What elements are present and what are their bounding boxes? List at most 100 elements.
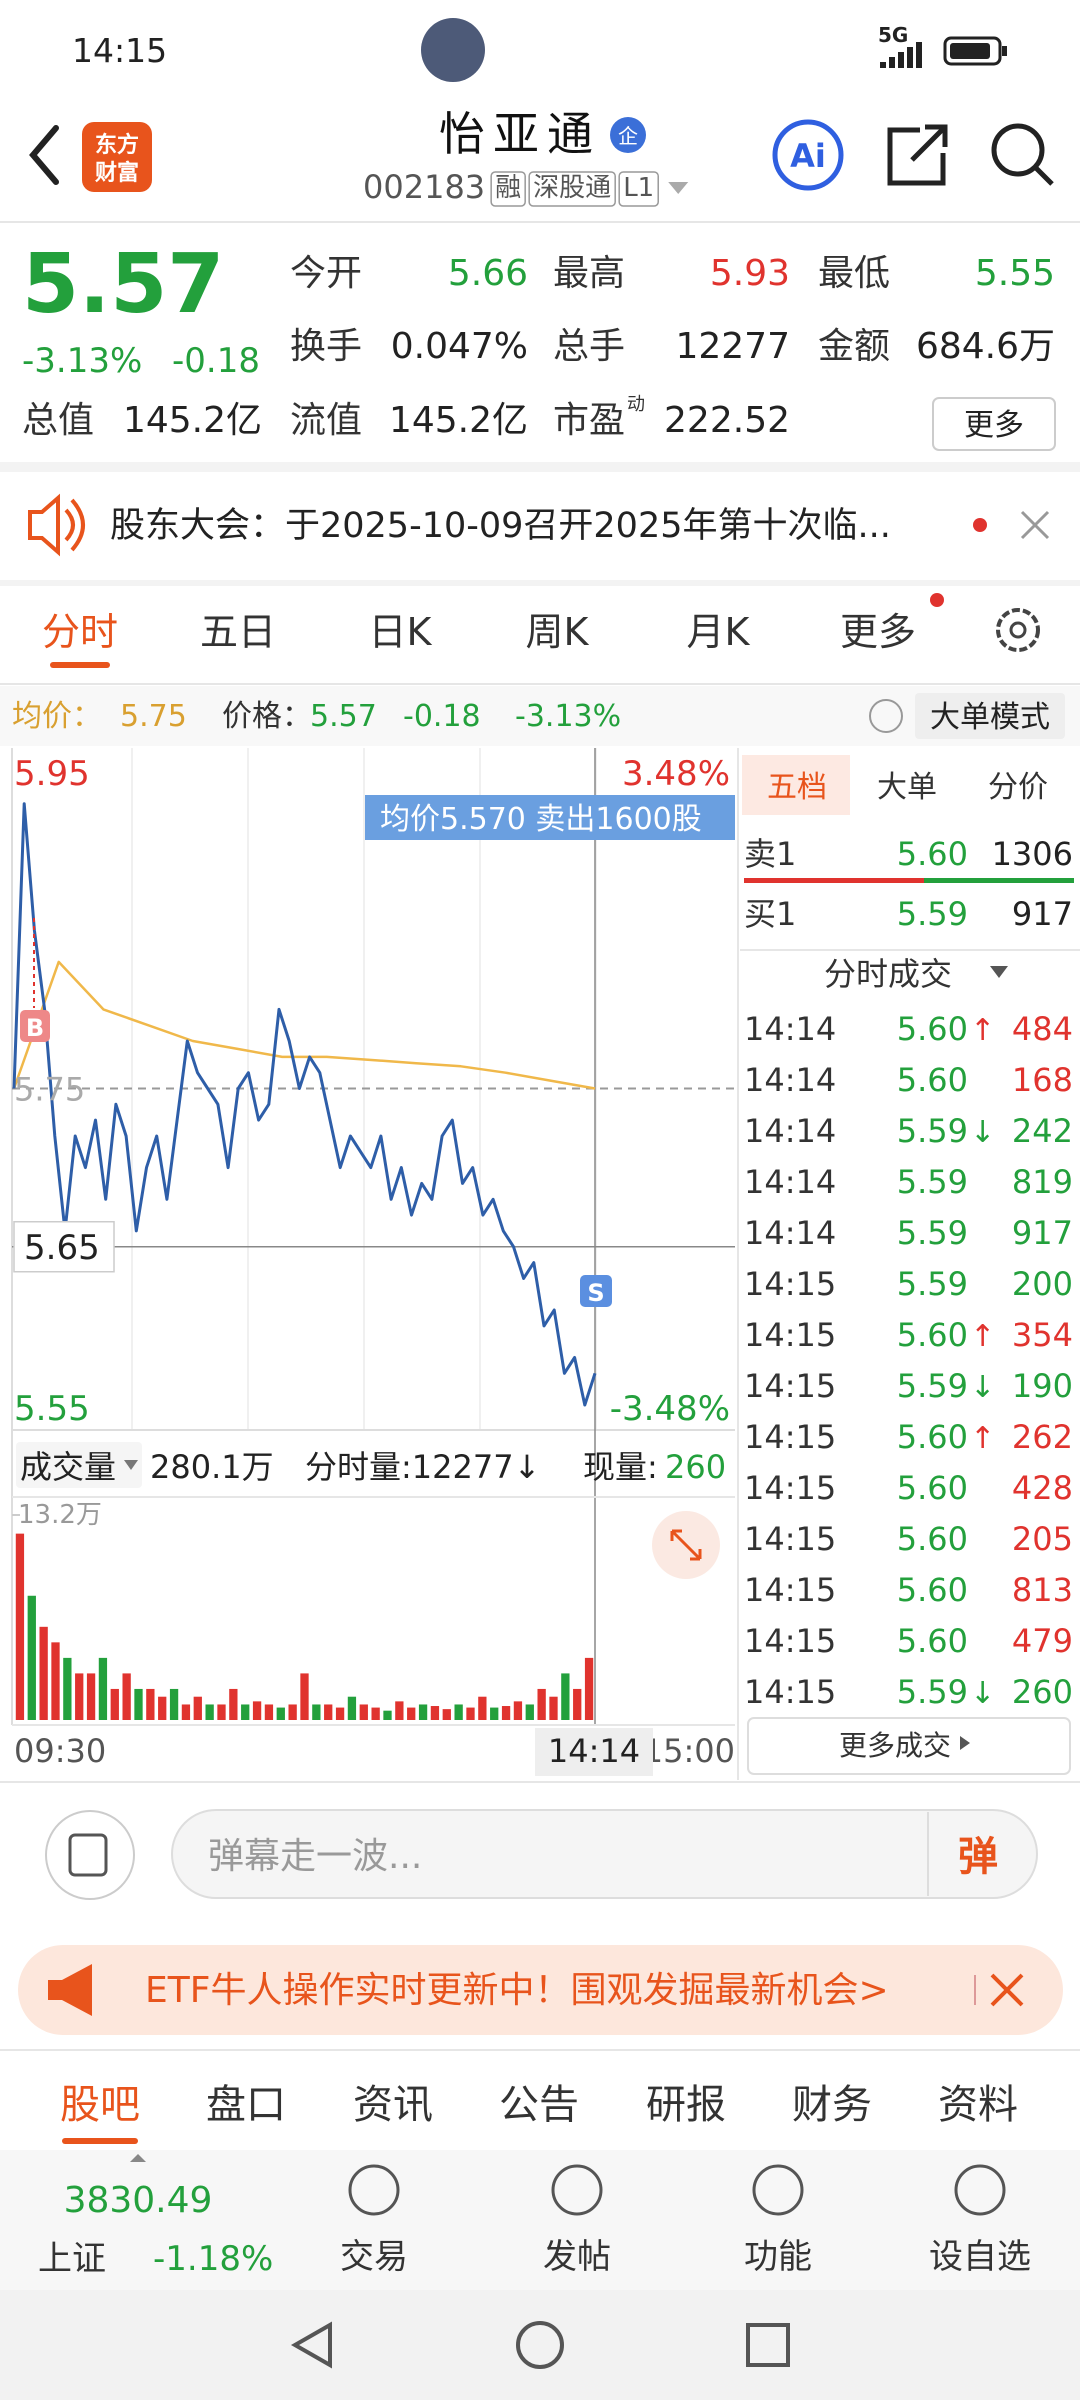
system-recent[interactable] bbox=[746, 2323, 790, 2367]
ad-text[interactable]: ETF牛人操作实时更新中！围观发掘最新机会> bbox=[145, 1970, 889, 2011]
volume-bar bbox=[110, 1688, 119, 1720]
index-name: 上证 bbox=[38, 2239, 106, 2279]
time-label: 15:00 bbox=[643, 1732, 735, 1770]
more-button-text[interactable]: 更多 bbox=[964, 408, 1024, 443]
volume-bar bbox=[252, 1701, 262, 1720]
nav-icon bbox=[551, 2164, 603, 2216]
barrage-toggle[interactable] bbox=[45, 1810, 135, 1900]
volume-bar bbox=[169, 1688, 179, 1720]
trade-price: 5.59 bbox=[897, 1265, 968, 1303]
system-home[interactable] bbox=[516, 2321, 564, 2369]
trade-arrow: ↓ bbox=[970, 1370, 995, 1405]
prev-close-label: 5.75 bbox=[14, 1071, 85, 1109]
section-tab[interactable]: 资料 bbox=[938, 2082, 1018, 2128]
nav-item[interactable]: 设自选 bbox=[929, 2237, 1031, 2277]
ai-button[interactable] bbox=[772, 119, 844, 191]
current-label: 现量: bbox=[583, 1448, 658, 1486]
volume-bar bbox=[15, 1533, 25, 1720]
back-button[interactable] bbox=[29, 125, 59, 185]
info-bar bbox=[0, 686, 1080, 746]
chart-tab[interactable]: 更多 bbox=[840, 610, 916, 654]
sell-marker bbox=[580, 1275, 612, 1307]
tag-box bbox=[528, 171, 616, 207]
change-value: -0.18 bbox=[403, 699, 481, 734]
separator bbox=[0, 580, 1080, 586]
chart-tab[interactable]: 分时 bbox=[42, 610, 118, 654]
stock-code: 002183 bbox=[363, 168, 485, 206]
field-label: 市盈 bbox=[553, 400, 625, 441]
volume-label[interactable]: 成交量 bbox=[20, 1448, 116, 1486]
more-trades-arrow bbox=[960, 1736, 970, 1750]
ob-tab[interactable]: 分价 bbox=[988, 770, 1048, 805]
volume-bar bbox=[312, 1704, 321, 1720]
trade-price: 5.60 bbox=[897, 1469, 968, 1507]
comment-placeholder[interactable]: 弹幕走一波... bbox=[208, 1836, 422, 1877]
trade-price: 5.60 bbox=[897, 1520, 968, 1558]
system-back[interactable] bbox=[290, 2321, 332, 2369]
logo bbox=[82, 122, 152, 192]
trade-price: 5.59 bbox=[897, 1163, 968, 1201]
volume-bar bbox=[181, 1704, 191, 1720]
section-tab[interactable]: 研报 bbox=[646, 2082, 726, 2128]
section-tab[interactable]: 股吧 bbox=[60, 2082, 140, 2128]
battery bbox=[943, 36, 1002, 66]
ob-tab[interactable]: 大单 bbox=[877, 770, 937, 805]
status-avatar bbox=[421, 18, 485, 82]
volume-bar bbox=[501, 1706, 511, 1720]
volume-bar bbox=[573, 1688, 582, 1720]
section-tab[interactable]: 盘口 bbox=[206, 2082, 286, 2128]
search-button[interactable] bbox=[991, 123, 1045, 177]
mode-button-text[interactable]: 大单模式 bbox=[930, 700, 1050, 735]
ad-close[interactable] bbox=[990, 1973, 1024, 2007]
nav-item[interactable]: 功能 bbox=[744, 2237, 812, 2277]
notice-close[interactable] bbox=[1020, 510, 1050, 540]
section-tab[interactable]: 财务 bbox=[792, 2082, 872, 2128]
section-tab[interactable]: 公告 bbox=[499, 2082, 579, 2128]
volume-bar bbox=[418, 1704, 428, 1720]
trade-time: 14:15 bbox=[744, 1622, 836, 1660]
logo-text: 财富 bbox=[95, 160, 139, 186]
volume-bar bbox=[490, 1707, 499, 1720]
dropdown[interactable] bbox=[668, 182, 689, 194]
volume-bar bbox=[205, 1704, 214, 1720]
index-caret bbox=[130, 2154, 146, 2162]
volume-bar bbox=[525, 1704, 534, 1720]
volume-bar bbox=[430, 1706, 440, 1720]
crosshair-time-box bbox=[535, 1728, 653, 1776]
ob-tab[interactable]: 五档 bbox=[767, 770, 827, 805]
nav-item[interactable]: 交易 bbox=[340, 2237, 408, 2277]
section-tab[interactable]: 资讯 bbox=[353, 2082, 433, 2128]
ask-bar bbox=[744, 878, 924, 883]
share-button[interactable] bbox=[887, 124, 948, 186]
trade-volume: 813 bbox=[1012, 1571, 1073, 1609]
trade-time: 14:15 bbox=[744, 1673, 836, 1711]
volume-bar bbox=[134, 1688, 143, 1720]
logo-text: 东方 bbox=[95, 132, 139, 158]
network-type: 5G bbox=[878, 23, 908, 47]
ad-banner bbox=[18, 1945, 1063, 2035]
chart-tab[interactable]: 五日 bbox=[200, 610, 276, 654]
signal-bar bbox=[889, 57, 895, 68]
barrage-send[interactable]: 弹 bbox=[958, 1834, 998, 1880]
badge-text: 企 bbox=[618, 124, 638, 148]
notice-text[interactable]: 股东大会：于2025-10-09召开2025年第十次临... bbox=[110, 506, 891, 546]
time-label: 09:30 bbox=[14, 1732, 106, 1770]
more-trades-text[interactable]: 更多成交 bbox=[839, 1729, 951, 1762]
chart-tab[interactable]: 周K bbox=[526, 610, 590, 654]
field-sup: 动 bbox=[627, 394, 645, 415]
nav-item[interactable]: 发帖 bbox=[543, 2237, 611, 2277]
volume-bar bbox=[288, 1704, 297, 1720]
chart-tab[interactable]: 日K bbox=[369, 610, 433, 654]
field-value: 145.2亿 bbox=[389, 400, 528, 441]
volume-bar bbox=[584, 1657, 594, 1720]
tag-box bbox=[490, 171, 526, 207]
volume-bar bbox=[371, 1707, 380, 1720]
settings-button[interactable] bbox=[996, 608, 1040, 652]
separator bbox=[0, 462, 1080, 472]
tab-dot bbox=[930, 593, 944, 607]
volume-bar bbox=[395, 1701, 404, 1720]
battery-tip bbox=[1002, 46, 1007, 56]
index-value[interactable]: 3830.49 bbox=[64, 2180, 213, 2221]
avg-price-line bbox=[12, 960, 596, 1090]
chart-tab[interactable]: 月K bbox=[687, 610, 751, 654]
